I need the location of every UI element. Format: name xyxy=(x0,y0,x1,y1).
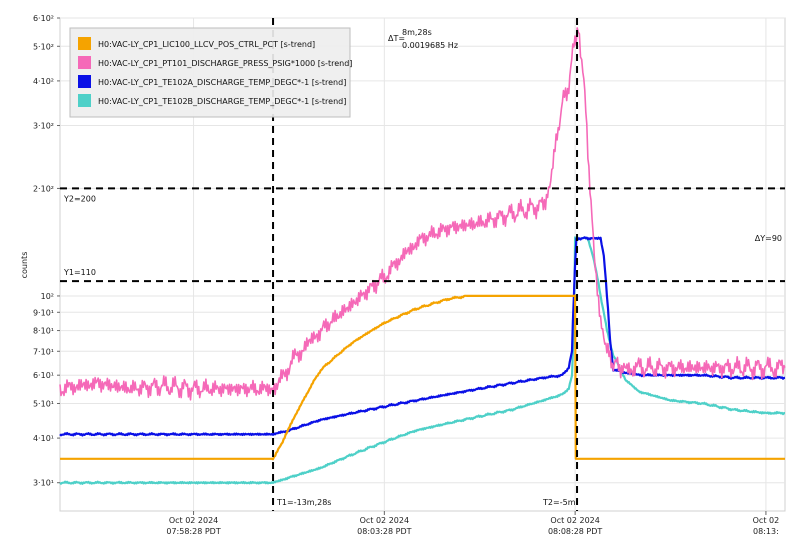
delta-t-value: 8m,28s xyxy=(402,28,432,37)
legend-label: H0:VAC-LY_CP1_TE102A_DISCHARGE_TEMP_DEGC… xyxy=(98,78,346,87)
cursor-y1-label: Y1=110 xyxy=(63,268,96,277)
cursor-t1-label: T1=-13m,28s xyxy=(276,498,331,507)
x-tick-date: Oct 02 2024 xyxy=(550,516,599,525)
x-tick-date: Oct 02 xyxy=(753,516,780,525)
y-tick-label: 5·10¹ xyxy=(33,399,54,408)
series-layer xyxy=(59,27,786,485)
legend-item[interactable]: H0:VAC-LY_CP1_TE102B_DISCHARGE_TEMP_DEGC… xyxy=(78,94,346,107)
cursor-layer: Y2=200 Y1=110 T1=-13m,28s T2=-5m ΔY=90 Δ… xyxy=(60,18,785,511)
x-tick-date: Oct 02 2024 xyxy=(360,516,409,525)
y-tick-label: 4·10¹ xyxy=(33,434,54,443)
x-tick-time: 07:58:28 PDT xyxy=(166,527,220,536)
y-tick-label: 6·10² xyxy=(33,14,54,23)
delta-t-label: ΔT= xyxy=(388,34,405,43)
legend-item[interactable]: H0:VAC-LY_CP1_PT101_DISCHARGE_PRESS_PSIG… xyxy=(78,56,352,69)
legend-item[interactable]: H0:VAC-LY_CP1_LIC100_LLCV_POS_CTRL_PCT [… xyxy=(78,37,315,50)
x-tick-time: 08:13: xyxy=(753,527,779,536)
x-axis-ticks: Oct 02 2024 07:58:28 PDT Oct 02 2024 08:03:… xyxy=(166,511,779,536)
legend: H0:VAC-LY_CP1_LIC100_LLCV_POS_CTRL_PCT [… xyxy=(69,27,352,118)
y-axis-label: counts xyxy=(20,252,29,279)
y-tick-label: 8·10¹ xyxy=(33,327,54,336)
y-tick-label: 6·10¹ xyxy=(33,371,54,380)
y-tick-label: 3·10¹ xyxy=(33,479,54,488)
legend-label: H0:VAC-LY_CP1_TE102B_DISCHARGE_TEMP_DEGC… xyxy=(98,97,346,106)
y-tick-label: 2·10² xyxy=(33,184,54,193)
legend-item[interactable]: H0:VAC-LY_CP1_TE102A_DISCHARGE_TEMP_DEGC… xyxy=(78,75,346,88)
legend-swatch-orange xyxy=(78,37,91,50)
x-tick-date: Oct 02 2024 xyxy=(169,516,218,525)
legend-box xyxy=(69,27,351,118)
legend-swatch-pink xyxy=(78,56,91,69)
legend-label: H0:VAC-LY_CP1_PT101_DISCHARGE_PRESS_PSIG… xyxy=(98,59,352,68)
series-line-1 xyxy=(59,27,786,401)
cursor-y2-label: Y2=200 xyxy=(63,194,96,203)
series-line-3 xyxy=(59,236,786,485)
y-tick-label: 10² xyxy=(41,292,54,301)
delta-y-label: ΔY=90 xyxy=(755,234,782,243)
y-tick-label: 7·10¹ xyxy=(33,347,54,356)
y-tick-label: 4·10² xyxy=(33,77,54,86)
y-tick-label: 5·10² xyxy=(33,42,54,51)
cursor-t2-label: T2=-5m xyxy=(542,498,576,507)
legend-label: H0:VAC-LY_CP1_LIC100_LLCV_POS_CTRL_PCT [… xyxy=(98,40,315,49)
y-tick-label: 3·10² xyxy=(33,122,54,131)
delta-t-frequency: 0.0019685 Hz xyxy=(402,41,458,50)
series-line-0 xyxy=(59,294,786,461)
legend-swatch-blue xyxy=(78,75,91,88)
x-tick-time: 08:08:28 PDT xyxy=(548,527,602,536)
legend-swatch-teal xyxy=(78,94,91,107)
y-tick-label: 9·10¹ xyxy=(33,308,54,317)
x-tick-time: 08:03:28 PDT xyxy=(357,527,411,536)
y-axis-ticks: 3·10¹ 4·10¹ 5·10¹ 6·10¹ 7·10¹ 8·10¹ 9·10¹ 10² 2·… xyxy=(33,14,60,488)
